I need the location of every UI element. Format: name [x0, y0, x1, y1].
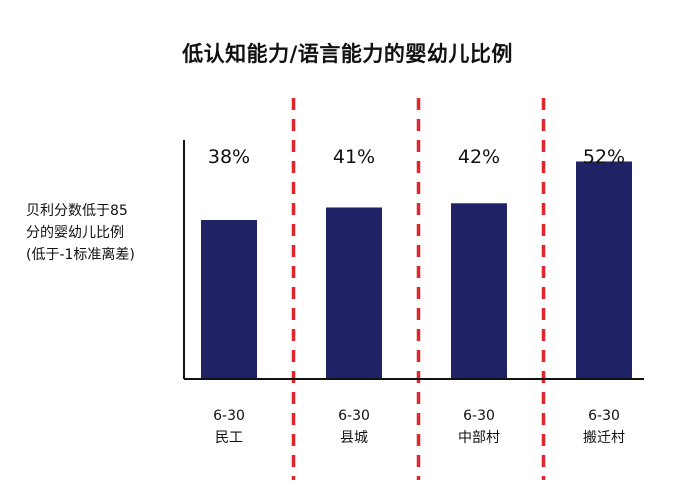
x-tick-group-label: 中部村: [458, 430, 500, 446]
x-tick-age-label: 6-30: [213, 408, 245, 424]
bar-value-label: 41%: [333, 146, 375, 168]
bar: [451, 203, 507, 379]
bar: [576, 161, 632, 379]
bar-value-label: 38%: [208, 146, 250, 168]
y-axis-label-line: 分的婴幼儿比例: [26, 225, 124, 241]
y-axis-label: 贝利分数低于85 分的婴幼儿比例 (低于-1标准离差): [26, 200, 186, 266]
x-tick-group-label: 民工: [215, 430, 243, 446]
bar-value-label: 52%: [583, 146, 625, 168]
x-tick-group-label: 搬迁村: [583, 430, 625, 446]
x-tick-age-label: 6-30: [588, 408, 620, 424]
bar: [326, 207, 382, 379]
bar-value-label: 42%: [458, 146, 500, 168]
y-axis-label-line: 贝利分数低于85: [26, 203, 128, 219]
y-axis-label-line: (低于-1标准离差): [26, 247, 135, 263]
x-tick-group-label: 县城: [340, 430, 368, 446]
bar: [201, 220, 257, 379]
chart-title: 低认知能力/语言能力的婴幼儿比例: [182, 42, 513, 66]
x-tick-age-label: 6-30: [463, 408, 495, 424]
x-tick-age-label: 6-30: [338, 408, 370, 424]
